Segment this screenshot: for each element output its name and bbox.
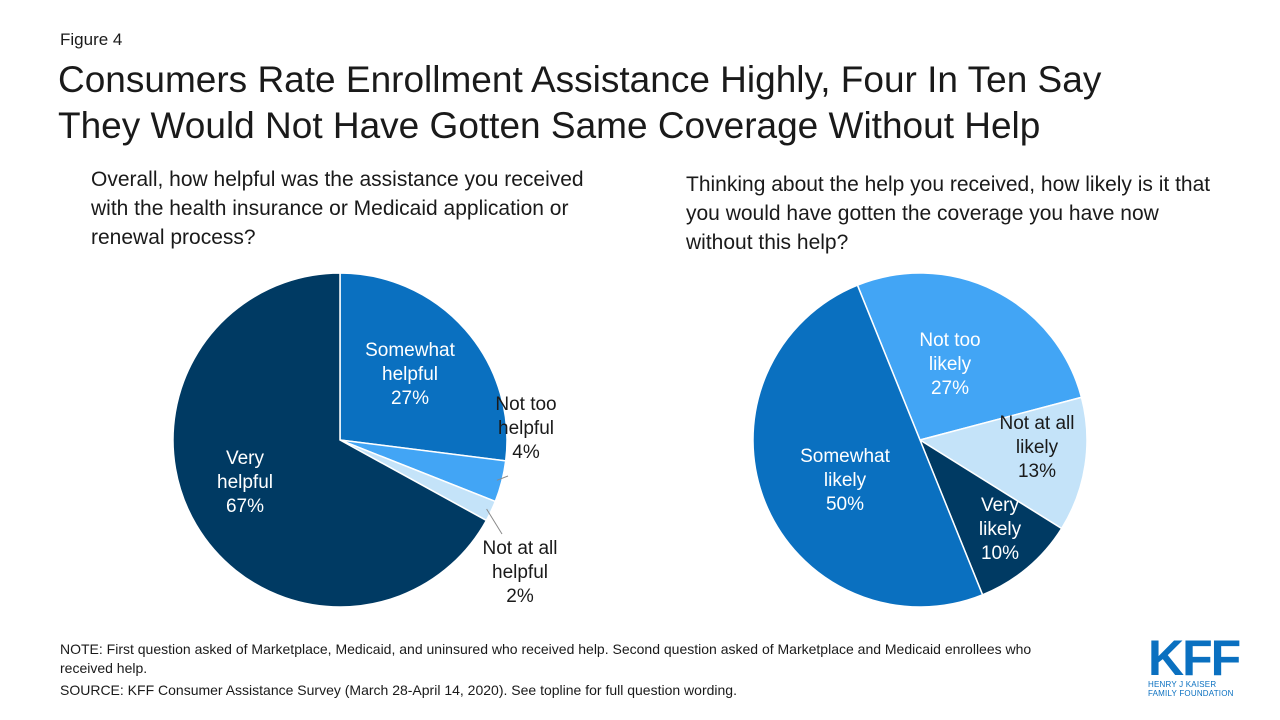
slice-label-line: 50% bbox=[826, 494, 864, 515]
slice-label-line: Somewhat bbox=[365, 340, 455, 361]
title-line-2: They Would Not Have Gotten Same Coverage… bbox=[58, 105, 1041, 146]
slice-label-somewhat-likely: Somewhat likely 50% bbox=[800, 446, 890, 515]
slice-label-line: helpful bbox=[498, 418, 554, 439]
slice-label-not-at-all-likely: Not at all likely 13% bbox=[1000, 413, 1075, 482]
slice-label-line: Not at all bbox=[483, 538, 558, 559]
slice-label-very-likely: Very likely 10% bbox=[979, 495, 1022, 564]
slice-label-line: likely bbox=[824, 470, 867, 491]
pie-slice-very-helpful bbox=[172, 272, 488, 608]
figure-label: Figure 4 bbox=[60, 30, 123, 49]
pie-slice-somewhat-helpful bbox=[339, 272, 508, 462]
slice-label-line: 13% bbox=[1018, 461, 1056, 482]
pie-slice-not-too-likely bbox=[856, 272, 1083, 441]
slice-label-line: likely bbox=[1016, 437, 1059, 458]
right-chart-question: Thinking about the help you received, ho… bbox=[686, 173, 1211, 254]
slice-label-line: 27% bbox=[931, 378, 969, 399]
slice-label-line: Not too bbox=[495, 394, 556, 415]
slice-label-somewhat-helpful: Somewhat helpful 27% bbox=[365, 340, 455, 409]
slice-label-not-too-likely: Not too likely 27% bbox=[919, 330, 980, 399]
slice-label-line: likely bbox=[929, 354, 972, 375]
source-note: SOURCE: KFF Consumer Assistance Survey (… bbox=[60, 682, 737, 698]
pie-chart-helpfulness: Somewhat helpful 27% Not too helpful 4% Not at… bbox=[172, 272, 558, 608]
slice-label-line: Very bbox=[981, 495, 1020, 516]
slice-label-line: 27% bbox=[391, 388, 429, 409]
slice-label-line: Somewhat bbox=[800, 446, 890, 467]
slice-label-not-at-all-helpful: Not at all helpful 2% bbox=[483, 538, 558, 607]
slice-label-line: 10% bbox=[981, 543, 1019, 564]
leader-line-not-at-all-helpful bbox=[486, 508, 503, 535]
page-title: Consumers Rate Enrollment Assistance Hig… bbox=[58, 57, 1238, 149]
kff-logo: KFF HENRY J KAISER FAMILY FOUNDATION bbox=[1148, 630, 1241, 698]
left-chart-question: Overall, how helpful was the assistance … bbox=[91, 168, 584, 249]
slice-label-line: Very bbox=[226, 448, 265, 469]
slice-label-line: Not at all bbox=[1000, 413, 1075, 434]
slice-label-not-too-helpful: Not too helpful 4% bbox=[495, 394, 556, 463]
logo-mark: KFF bbox=[1148, 630, 1241, 686]
pie-chart-likelihood: Not too likely 27% Not at all likely 13% Very l… bbox=[752, 272, 1088, 608]
slice-label-line: likely bbox=[979, 519, 1022, 540]
logo-line-1: HENRY J KAISER bbox=[1148, 680, 1217, 689]
slice-label-line: helpful bbox=[382, 364, 438, 385]
slice-label-line: Not too bbox=[919, 330, 980, 351]
slice-label-line: helpful bbox=[217, 472, 273, 493]
footnote: NOTE: First question asked of Marketplac… bbox=[60, 641, 1032, 676]
leader-line-not-too-helpful bbox=[496, 475, 509, 481]
pie-slice-somewhat-likely bbox=[752, 284, 984, 608]
slice-label-line: helpful bbox=[492, 562, 548, 583]
pie-slice-very-likely bbox=[918, 438, 1063, 596]
slice-label-very-helpful: Very helpful 67% bbox=[217, 448, 273, 517]
slice-label-line: 4% bbox=[512, 442, 540, 463]
title-line-1: Consumers Rate Enrollment Assistance Hig… bbox=[58, 59, 1102, 100]
slice-label-line: 67% bbox=[226, 496, 264, 517]
pie-slice-not-at-all-likely bbox=[918, 396, 1088, 530]
logo-line-2: FAMILY FOUNDATION bbox=[1148, 689, 1234, 698]
slice-label-line: 2% bbox=[506, 586, 534, 607]
